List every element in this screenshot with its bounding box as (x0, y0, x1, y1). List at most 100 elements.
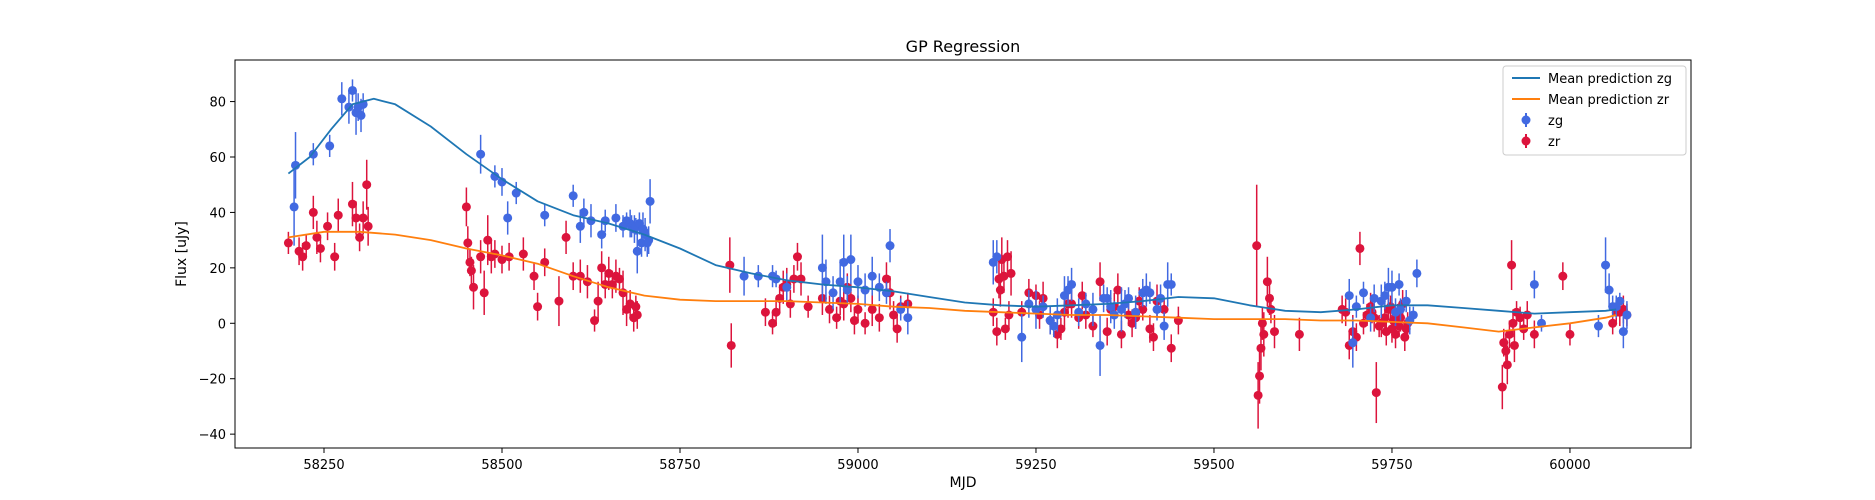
point-zg (325, 141, 335, 151)
point-zr (298, 252, 308, 262)
point-zr (1255, 371, 1265, 381)
point-zr (529, 271, 539, 281)
point-zg (1408, 310, 1418, 320)
point-zr (846, 293, 856, 303)
point-zg (885, 241, 895, 251)
point-zr (825, 304, 835, 314)
point-zg (839, 257, 849, 267)
point-zg (782, 282, 792, 292)
point-zr (1148, 332, 1158, 342)
point-zg (1088, 304, 1098, 314)
point-zr (760, 307, 770, 317)
point-zg (1593, 321, 1603, 331)
plot-area (283, 79, 1632, 429)
point-zr (283, 238, 293, 248)
legend-box (1502, 65, 1687, 156)
point-zr (999, 271, 1009, 281)
y-axis-ticks: −40 −20 0 20 40 60 80 (199, 96, 235, 443)
point-zg (347, 85, 357, 95)
x-tick-label: 58750 (659, 458, 700, 473)
point-zr (363, 221, 373, 231)
point-zr (1371, 388, 1381, 398)
point-zr (1499, 338, 1509, 348)
point-zr (590, 316, 600, 326)
point-zg (597, 230, 607, 240)
point-zg (1095, 340, 1105, 350)
point-zr (1252, 241, 1262, 251)
x-tick-label: 59500 (1193, 458, 1234, 473)
point-zr (860, 318, 870, 328)
legend-label-line-zg: Mean prediction zg (1548, 72, 1672, 87)
point-zr (593, 296, 603, 306)
point-zr (1394, 321, 1404, 331)
chart-title: GP Regression (906, 37, 1021, 56)
point-zg (1387, 282, 1397, 292)
y-axis-label: Flux [uJy] (174, 221, 190, 287)
point-zr (768, 318, 778, 328)
point-zg (291, 160, 301, 170)
y-tick-label: 60 (209, 151, 226, 166)
point-zr (308, 207, 318, 217)
point-zr (1497, 382, 1507, 392)
point-zr (1265, 293, 1275, 303)
point-zr (832, 313, 842, 323)
point-zg (1615, 296, 1625, 306)
point-zg (579, 207, 589, 217)
point-zg (1369, 293, 1379, 303)
point-zr (1056, 324, 1066, 334)
point-zg (992, 252, 1002, 262)
point-zg (645, 196, 655, 206)
point-zg (1622, 310, 1632, 320)
point-zg (1102, 293, 1112, 303)
point-zr (1000, 324, 1010, 334)
point-zr (463, 238, 473, 248)
point-zr (1262, 277, 1272, 287)
point-zr (853, 304, 863, 314)
point-zr (1504, 329, 1514, 339)
point-zr (333, 210, 343, 220)
y-tick-label: 80 (209, 96, 226, 111)
point-zg (632, 246, 642, 256)
point-zr (1391, 329, 1401, 339)
point-zg (1159, 321, 1169, 331)
point-zr (323, 221, 333, 231)
point-zg (903, 313, 913, 323)
point-zr (1529, 329, 1539, 339)
y-tick-label: 40 (209, 206, 226, 221)
point-zr (992, 327, 1002, 337)
point-zr (483, 235, 493, 245)
point-zr (1002, 252, 1012, 262)
point-zr (1257, 318, 1267, 328)
point-zr (1259, 329, 1269, 339)
point-zr (604, 268, 614, 278)
point-zr (461, 202, 471, 212)
point-zr (1355, 243, 1365, 253)
point-zg (1394, 279, 1404, 289)
point-zg (739, 271, 749, 281)
point-zr (631, 302, 641, 312)
legend-label-line-zr: Mean prediction zr (1548, 93, 1670, 108)
point-zr (1608, 318, 1618, 328)
point-zr (1558, 271, 1568, 281)
point-zr (889, 310, 899, 320)
point-zg (503, 213, 513, 223)
point-zr (849, 316, 859, 326)
x-tick-label: 58500 (481, 458, 522, 473)
point-zr (632, 310, 642, 320)
x-axis-ticks: 58250 58500 58750 59000 59250 59500 59750 60000 (303, 448, 1591, 473)
point-zg (1049, 321, 1059, 331)
point-zg (289, 202, 299, 212)
point-zr (1515, 313, 1525, 323)
point-zr (881, 274, 891, 284)
point-zr (479, 288, 489, 298)
series-zr (283, 159, 1632, 429)
y-tick-label: 0 (218, 317, 226, 332)
point-zr (1256, 343, 1266, 353)
point-zr (554, 296, 564, 306)
y-tick-label: −40 (199, 428, 226, 443)
point-zg (846, 255, 856, 265)
series-zg (289, 79, 1632, 376)
point-zr (867, 304, 877, 314)
point-zg (867, 271, 877, 281)
legend-label-zg: zg (1548, 114, 1563, 129)
